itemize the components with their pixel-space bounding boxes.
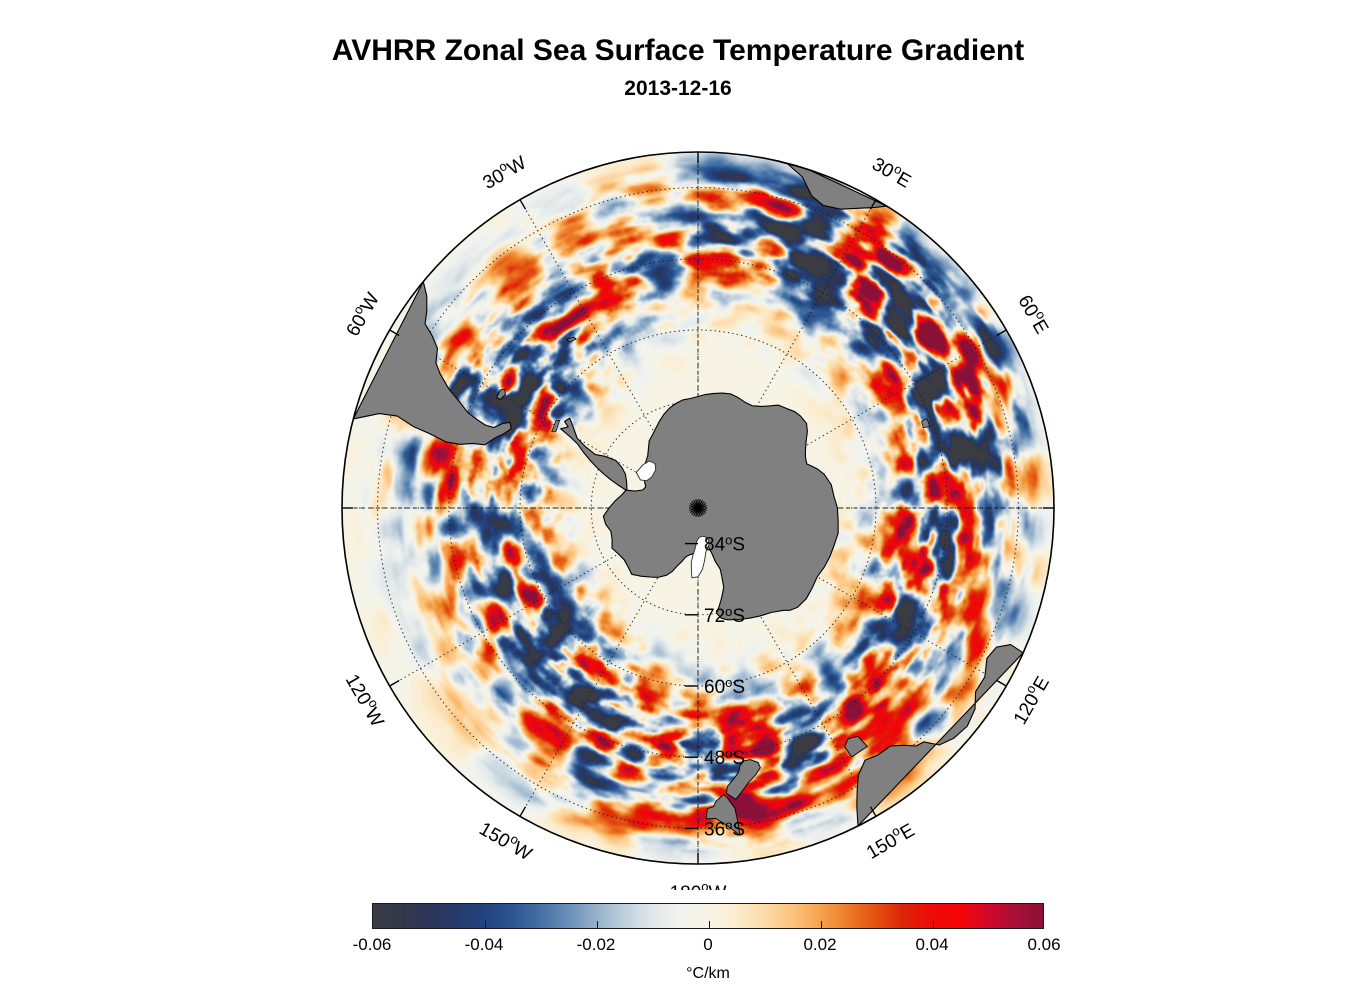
colorbar-tick-label: -0.04 [464,935,504,954]
colorbar-gradient[interactable] [372,903,1044,929]
longitude-label: 30oE [868,151,916,193]
longitude-tick [996,679,1007,687]
colorbar-tick-label: 0 [703,935,713,954]
colorbar-tick [933,921,934,928]
colorbar-tick-labels: -0.06 -0.04 -0.02 0 0.02 0.04 0.06 [353,935,1061,959]
ross-ice-shelf-nodata [690,535,710,579]
kerguelen-island [921,418,931,429]
latitude-label: 72oS [704,604,745,627]
longitude-label: 120oW [341,669,391,731]
south-america-landmass [352,281,512,446]
longitude-tick [519,199,527,210]
longitude-tick [389,329,400,337]
colorbar-tick [485,921,486,928]
longitude-tick [869,199,877,210]
longitude-tick [389,679,400,687]
latitude-label: 84oS [704,533,745,556]
title-block: AVHRR Zonal Sea Surface Temperature Grad… [0,34,1356,100]
longitude-label: 0o [689,130,707,132]
latitude-label: 60oS [704,675,745,698]
longitude-label: 180oW [670,879,727,890]
new-zealand-south-island [726,759,761,800]
longitude-label: 30oW [478,149,530,193]
filchner-ronne-nodata [635,460,657,482]
falkland-islands [496,388,506,400]
longitude-label: 120oE [1007,671,1054,728]
colorbar-tick [821,921,822,928]
map-canvas[interactable]: 84oS72oS60oS48oS36oS0o30oE60oE90oE120oE1… [330,130,1070,890]
colorbar-tick-label: 0.06 [1027,935,1061,954]
latitude-label: 48oS [704,746,745,769]
longitude-label: 60oE [1013,290,1055,338]
colorbar-unit-label: °C/km [686,965,730,982]
colorbar-tick-label: -0.06 [352,935,392,954]
page-subtitle: 2013-12-16 [624,77,732,100]
graticule-parallel [448,258,948,758]
longitude-tick [869,806,877,817]
colorbar-tick-label: -0.02 [576,935,616,954]
latitude-label: 36oS [704,817,745,840]
colorbar-tick-label: 0.04 [915,935,949,954]
colorbar[interactable]: -0.06 -0.04 -0.02 0 0.02 0.04 0.06 °C/km [353,903,1061,983]
longitude-label: 150oW [475,815,537,865]
africa-landmass [771,159,888,210]
longitude-label: 60oW [340,288,384,340]
south-georgia-island [566,336,577,342]
longitude-tick [996,329,1007,337]
page-title: AVHRR Zonal Sea Surface Temperature Grad… [331,34,1025,67]
south-shetland-islands [551,419,561,433]
colorbar-tick [709,921,710,928]
longitude-tick [519,806,527,817]
latitude-labels: 84oS 72oS 60oS 48oS 36oS [685,533,745,840]
colorbar-tick [597,921,598,928]
colorbar-tick-label: 0.02 [803,935,837,954]
australia-landmass [856,644,1024,827]
longitude-label: 150oE [861,817,918,864]
south-pole-marker [689,499,707,517]
polar-map[interactable]: 84oS72oS60oS48oS36oS0o30oE60oE90oE120oE1… [330,130,1070,890]
tasmania-island [844,735,868,758]
new-zealand-north-island [705,794,741,836]
